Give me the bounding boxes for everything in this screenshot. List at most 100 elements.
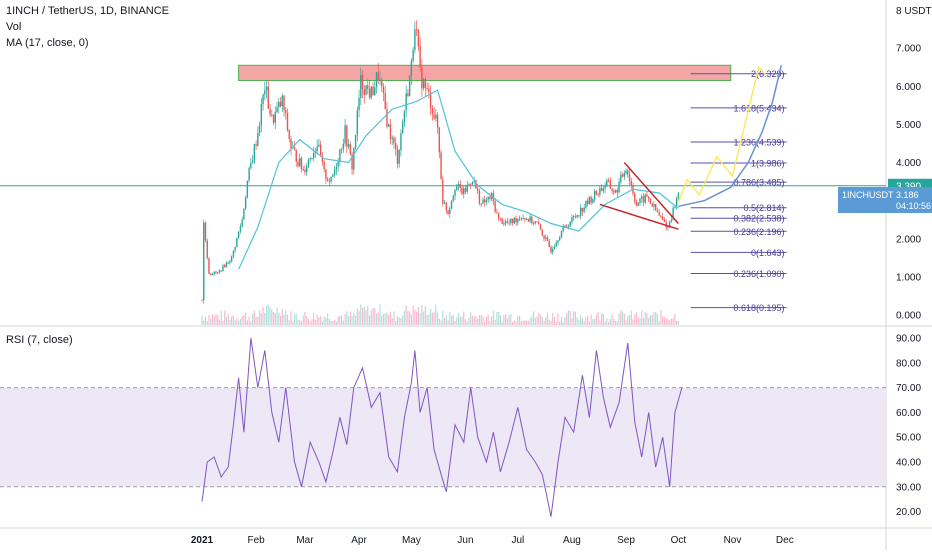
candle-body (630, 180, 632, 186)
volume-bar (368, 315, 371, 325)
volume-bar (635, 312, 638, 325)
candle-body (304, 169, 306, 173)
volume-bar (300, 321, 303, 325)
volume-bar (499, 315, 501, 325)
volume-bar (288, 320, 290, 325)
candle-body (239, 226, 242, 232)
volume-bar (634, 313, 636, 325)
candle-body (600, 188, 603, 191)
candle-body (597, 193, 599, 195)
candle-body (360, 75, 362, 98)
candle-body (672, 207, 674, 220)
volume-bar (630, 310, 632, 325)
volume-bar (574, 311, 577, 325)
volume-bar (454, 320, 456, 325)
volume-bar (564, 316, 566, 325)
volume-bar (400, 318, 402, 325)
volume-bar (384, 313, 386, 325)
rsi-axis-tick: 30.00 (896, 482, 921, 493)
volume-bar (470, 312, 472, 325)
candle-body (620, 174, 622, 182)
candle-body (264, 90, 266, 95)
volume-bar (538, 312, 540, 325)
candle-body (223, 265, 226, 268)
candle-body (569, 222, 571, 227)
price-axis-tick: 2.000 (896, 234, 921, 245)
time-axis-label: Mar (296, 535, 314, 546)
candle-body (536, 221, 538, 223)
fib-level-label: 0.236(2.196) (734, 227, 785, 237)
candle-body (483, 199, 486, 203)
volume-bar (396, 316, 399, 325)
candle-body (258, 125, 261, 134)
volume-bar (416, 311, 418, 325)
volume-bar (531, 316, 533, 325)
candle-body (511, 218, 514, 224)
candle-body (515, 217, 517, 223)
ma-indicator-label[interactable]: MA (17, close, 0) (6, 37, 89, 49)
candle-body (232, 250, 235, 257)
volume-bar (407, 311, 409, 325)
candle-body (670, 219, 673, 223)
candle-body (457, 183, 460, 187)
candle-body (553, 246, 556, 250)
candle-body (372, 86, 374, 96)
volume-bar (367, 305, 369, 325)
volume-bar (433, 312, 435, 325)
fib-level-label: 0.5(2.814) (744, 203, 785, 213)
vol-indicator-label[interactable]: Vol (6, 21, 22, 33)
candle-body (642, 196, 645, 203)
volume-bar (553, 317, 556, 325)
candle-body (585, 200, 587, 208)
volume-bar (595, 314, 597, 325)
candle-body (653, 204, 655, 207)
candle-body (459, 183, 461, 188)
candle-body (668, 222, 671, 227)
symbol-title[interactable]: 1INCH / TetherUS, 1D, BINANCE (6, 5, 170, 17)
volume-bar (655, 311, 657, 325)
candle-body (307, 159, 310, 167)
volume-bar (234, 320, 236, 325)
candle-body (281, 95, 283, 107)
volume-bar (276, 307, 278, 325)
volume-bar (494, 319, 496, 325)
volume-bar (431, 312, 433, 325)
volume-bar (306, 316, 308, 325)
candle-body (646, 194, 648, 197)
candle-body (356, 110, 359, 135)
volume-bar (231, 316, 233, 325)
volume-bar (438, 318, 440, 325)
volume-bar (623, 313, 625, 325)
candle-body (333, 169, 336, 175)
candle-body (323, 161, 325, 170)
volume-bar (520, 320, 522, 325)
candle-body (208, 258, 210, 274)
fib-level-label: 0(1.643) (751, 248, 785, 258)
rsi-indicator-label[interactable]: RSI (7, close) (6, 334, 73, 346)
volume-bar (250, 321, 252, 325)
candle-body (635, 201, 638, 206)
candle-body (518, 218, 521, 220)
volume-bar (349, 311, 351, 325)
candle-body (210, 273, 212, 275)
volume-bar (363, 306, 365, 325)
volume-bar (220, 310, 222, 325)
volume-bar (204, 316, 207, 325)
volume-bar (571, 318, 573, 325)
rsi-line (201, 337, 683, 517)
candle-body (510, 218, 512, 224)
candle-body (590, 197, 592, 203)
candle-body (401, 122, 404, 134)
volume-bar (283, 314, 285, 325)
candle-body (346, 125, 348, 147)
candle-body (667, 226, 669, 228)
candle-body (466, 184, 468, 192)
volume-bar (227, 313, 229, 325)
ticker-label: 1INCHUSDT (842, 190, 894, 200)
rsi-axis-tick: 60.00 (896, 408, 921, 419)
candle-body (552, 249, 554, 253)
candle-body (326, 178, 329, 181)
candle-body (408, 75, 411, 96)
volume-bar (473, 316, 475, 325)
